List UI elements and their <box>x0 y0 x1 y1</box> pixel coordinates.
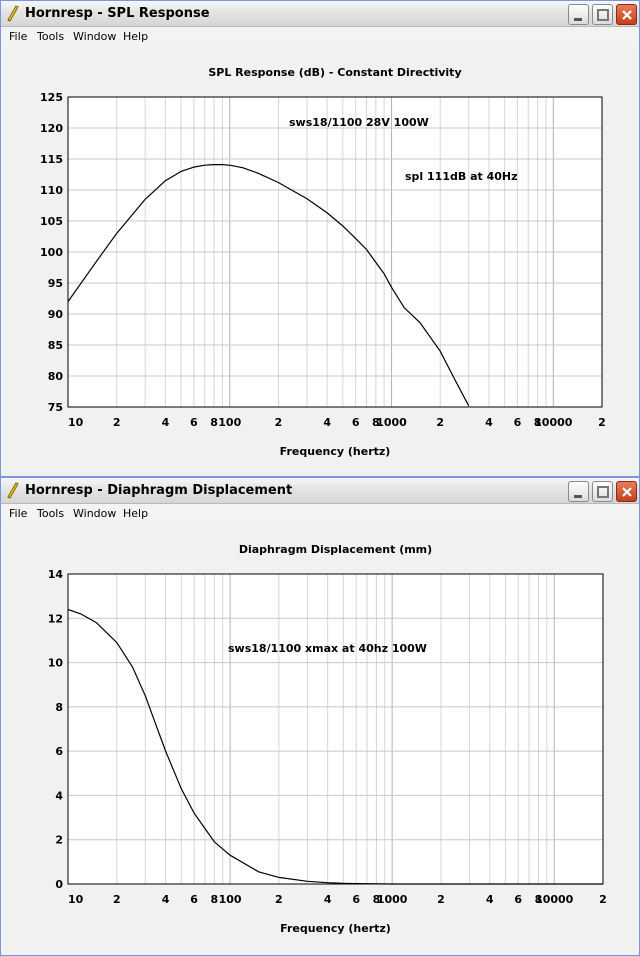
chart-annotation: sws18/1100 xmax at 40hz 100W <box>228 642 427 655</box>
chart-title: Diaphragm Displacement (mm) <box>239 543 432 556</box>
y-tick-label: 105 <box>40 215 63 228</box>
menu-window[interactable]: Window <box>73 507 117 520</box>
maximize-button[interactable] <box>592 4 613 25</box>
x-axis-label: Frequency (hertz) <box>280 445 391 458</box>
chart-area: sws18/1100 28V 100W spl 111dB at 40Hz 75 80… <box>1 47 639 476</box>
maximize-icon <box>597 9 609 21</box>
y-tick-label: 75 <box>48 401 63 414</box>
y-tick-label: 80 <box>48 370 64 383</box>
plot-background <box>68 574 603 884</box>
menu-tools[interactable]: Tools <box>37 30 65 43</box>
y-tick-label: 120 <box>40 122 63 135</box>
x-tick-label: 2 <box>598 416 606 429</box>
x-tick-label: 2 <box>437 893 445 906</box>
x-tick-label: 6 <box>514 893 522 906</box>
window-title: Hornresp - Diaphragm Displacement <box>25 483 293 498</box>
y-tick-label: 125 <box>40 91 63 104</box>
menu-bar: File Tools Window Help <box>1 504 639 524</box>
x-tick-label: 4 <box>323 416 331 429</box>
y-tick-label: 10 <box>48 657 64 670</box>
y-tick-label: 6 <box>55 745 63 758</box>
close-button[interactable] <box>616 4 637 25</box>
x-axis-label: Frequency (hertz) <box>280 922 391 935</box>
menu-help[interactable]: Help <box>123 30 149 43</box>
x-tick-label: 4 <box>162 416 170 429</box>
maximize-button[interactable] <box>592 481 613 502</box>
x-tick-label: 6 <box>352 416 360 429</box>
title-bar[interactable]: Hornresp - Diaphragm Displacement <box>1 478 639 504</box>
x-tick-label: 10 <box>68 416 84 429</box>
y-tick-label: 90 <box>48 308 64 321</box>
close-icon <box>622 10 632 20</box>
title-bar[interactable]: Hornresp - SPL Response <box>1 1 639 27</box>
window-title: Hornresp - SPL Response <box>25 6 210 21</box>
x-tick-label: 2 <box>113 893 121 906</box>
x-tick-label: 100 <box>219 893 242 906</box>
x-tick-label: 6 <box>352 893 360 906</box>
x-tick-label: 10 <box>68 893 84 906</box>
x-tick-label: 6 <box>514 416 522 429</box>
minimize-button[interactable] <box>568 481 589 502</box>
x-tick-label: 2 <box>599 893 607 906</box>
x-tick-label: 2 <box>113 416 121 429</box>
x-tick-label: 1000 <box>377 893 408 906</box>
series-line <box>67 164 470 407</box>
pencil-icon <box>7 482 19 499</box>
x-tick-label: 4 <box>485 416 493 429</box>
x-tick-label: 6 <box>190 416 198 429</box>
x-tick-label: 8 <box>211 893 219 906</box>
minimize-icon <box>574 18 582 21</box>
x-tick-label: 2 <box>436 416 444 429</box>
series-line <box>67 608 603 885</box>
y-tick-label: 115 <box>40 153 63 166</box>
y-tick-label: 4 <box>55 789 63 802</box>
x-tick-label: 4 <box>162 893 170 906</box>
menu-file[interactable]: File <box>9 507 28 520</box>
y-tick-label: 12 <box>48 612 63 625</box>
minimize-icon <box>574 495 582 498</box>
x-tick-label: 8 <box>373 893 381 906</box>
close-icon <box>622 487 632 497</box>
x-tick-label: 1000 <box>376 416 407 429</box>
x-tick-label: 8 <box>535 893 543 906</box>
y-tick-label: 100 <box>40 246 63 259</box>
displacement-window: Hornresp - Diaphragm Displacement File T… <box>0 477 640 956</box>
x-tick-label: 4 <box>486 893 494 906</box>
close-button[interactable] <box>616 481 637 502</box>
x-tick-label: 10000 <box>534 416 573 429</box>
x-tick-label: 8 <box>210 416 218 429</box>
menu-tools[interactable]: Tools <box>37 507 65 520</box>
displacement-chart: sws18/1100 xmax at 40hz 100W024681012141… <box>48 543 607 935</box>
plot-frame <box>67 573 604 885</box>
x-tick-label: 6 <box>190 893 198 906</box>
chart-annotation: sws18/1100 28V 100W <box>289 116 429 129</box>
chart-title: SPL Response (dB) - Constant Directivity <box>208 66 461 79</box>
x-tick-label: 2 <box>275 416 283 429</box>
y-tick-label: 8 <box>55 701 63 714</box>
menu-window[interactable]: Window <box>73 30 117 43</box>
minimize-button[interactable] <box>568 4 589 25</box>
chart-area: sws18/1100 xmax at 40hz 100W 0 2 4 6 8 10 12 14 1… <box>1 524 639 955</box>
spl-chart: sws18/1100 28V 100W spl 111dB at 40Hz 75 80… <box>40 66 606 458</box>
x-tick-label: 2 <box>275 893 283 906</box>
x-tick-label: 4 <box>324 893 332 906</box>
x-tick-label: 10000 <box>535 893 574 906</box>
menu-bar: File Tools Window Help <box>1 27 639 47</box>
y-tick-label: 110 <box>40 184 63 197</box>
chart-annotation: spl 111dB at 40Hz <box>405 170 518 183</box>
y-tick-label: 14 <box>48 568 64 581</box>
x-tick-label: 100 <box>218 416 241 429</box>
x-tick-label: 8 <box>534 416 542 429</box>
menu-file[interactable]: File <box>9 30 28 43</box>
menu-help[interactable]: Help <box>123 507 149 520</box>
maximize-icon <box>597 486 609 498</box>
pencil-icon <box>7 5 19 22</box>
plot-frame <box>67 96 603 408</box>
spl-response-window: Hornresp - SPL Response File Tools Windo… <box>0 0 640 477</box>
y-tick-label: 2 <box>55 834 63 847</box>
y-tick-label: 95 <box>48 277 63 290</box>
x-tick-label: 8 <box>372 416 380 429</box>
y-tick-label: 85 <box>48 339 63 352</box>
y-tick-label: 0 <box>55 878 63 891</box>
